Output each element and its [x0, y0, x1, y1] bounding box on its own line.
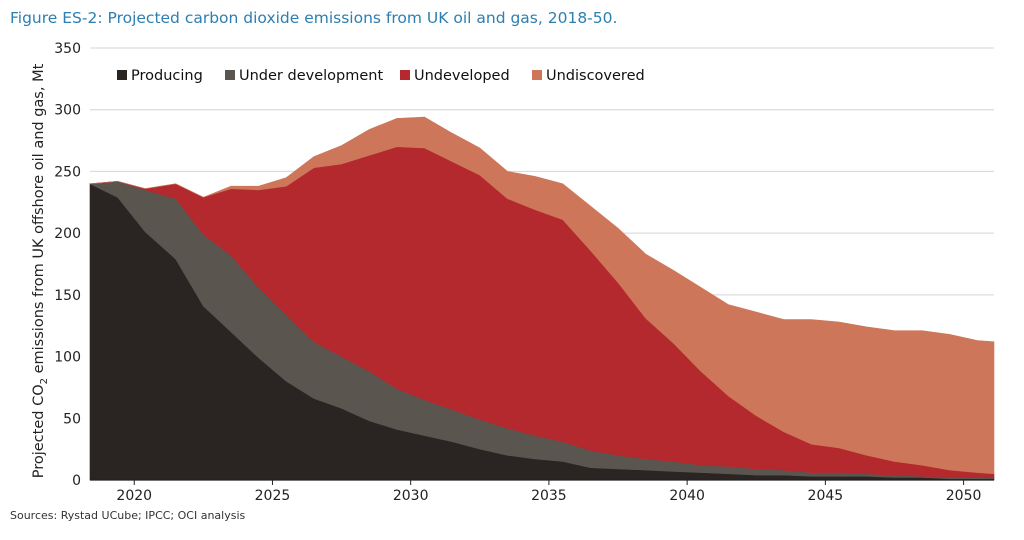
x-tick-label: 2040 — [669, 488, 705, 504]
x-tick-label: 2035 — [531, 488, 567, 504]
source-note: Sources: Rystad UCube; IPCC; OCI analysi… — [10, 509, 246, 522]
legend-item-producing: Producing — [117, 68, 203, 84]
legend-item-under-development: Under development — [225, 68, 383, 84]
figure-title: Figure ES-2: Projected carbon dioxide em… — [10, 9, 618, 27]
legend-label: Producing — [131, 68, 203, 84]
y-tick-label: 200 — [54, 226, 81, 242]
y-axis-title: Projected CO2 emissions from UK offshore… — [31, 63, 50, 478]
area-undiscovered — [89, 116, 995, 475]
y-tick-label: 100 — [54, 350, 81, 366]
y-axis-title-part-1: Projected CO — [31, 384, 47, 478]
stacked-areas — [88, 116, 995, 481]
legend: Producing Under development Undeveloped Und… — [117, 68, 645, 84]
x-tick-label: 2030 — [393, 488, 429, 504]
y-tick-label: 150 — [54, 288, 81, 304]
legend-item-undiscovered: Undiscovered — [532, 68, 645, 84]
x-tick-label: 2050 — [946, 488, 982, 504]
axes: 0 50 100 150 200 250 300 350 2020 2025 2030 2035 204… — [54, 41, 994, 504]
y-tick-label: 250 — [54, 164, 81, 180]
legend-swatch — [532, 70, 542, 80]
y-tick-label: 350 — [54, 41, 81, 57]
legend-label: Undiscovered — [546, 68, 645, 84]
y-tick-label: 300 — [54, 103, 81, 119]
x-tick-label: 2045 — [808, 488, 844, 504]
y-tick-label: 0 — [72, 473, 81, 489]
legend-swatch — [117, 70, 127, 80]
legend-item-undeveloped: Undeveloped — [400, 68, 510, 84]
y-tick-label: 50 — [63, 411, 81, 427]
x-tick-label: 2025 — [255, 488, 291, 504]
legend-label: Under development — [239, 68, 383, 84]
legend-label: Undeveloped — [414, 68, 510, 84]
y-axis-title-part-2: emissions from UK offshore oil and gas, … — [31, 63, 47, 378]
legend-swatch — [400, 70, 410, 80]
x-tick-label: 2020 — [116, 488, 152, 504]
y-axis-title-subscript: 2 — [39, 378, 50, 384]
legend-swatch — [225, 70, 235, 80]
